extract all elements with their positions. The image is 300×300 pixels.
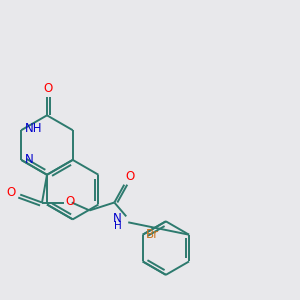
Text: O: O (66, 195, 75, 208)
Text: O: O (125, 170, 134, 183)
Text: Br: Br (146, 228, 159, 241)
Text: N: N (112, 212, 121, 225)
Text: NH: NH (25, 122, 43, 135)
Text: O: O (6, 186, 15, 199)
Text: O: O (44, 82, 53, 94)
Text: H: H (113, 221, 121, 231)
Text: N: N (25, 153, 34, 167)
